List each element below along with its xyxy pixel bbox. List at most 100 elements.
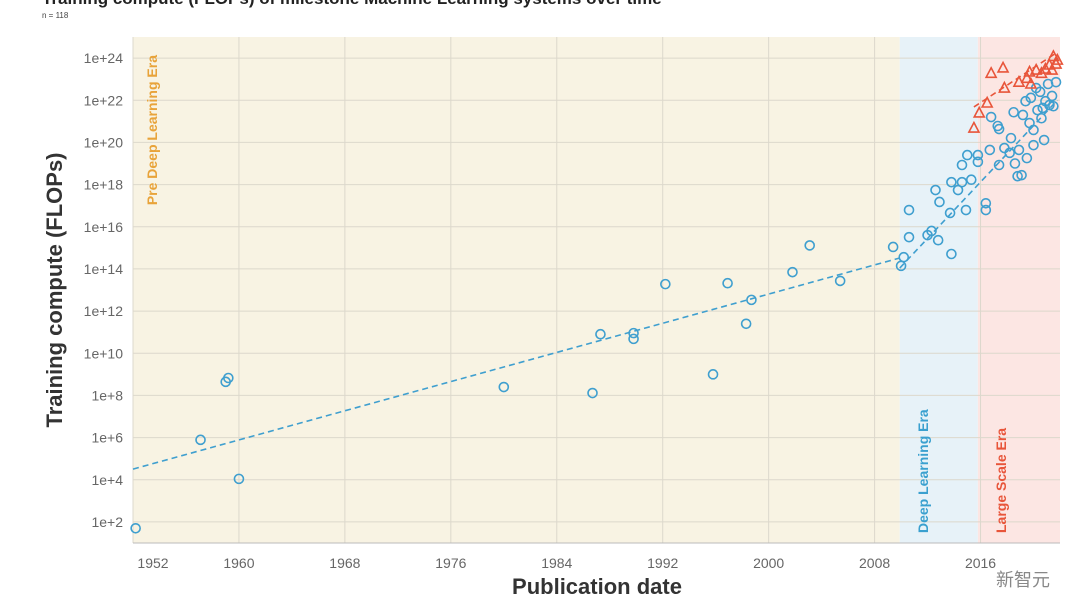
data-point (1047, 49, 1060, 62)
data-point (998, 80, 1011, 93)
data-point (1025, 92, 1037, 104)
data-point (628, 333, 639, 345)
x-axis-label: Publication date (512, 574, 682, 597)
data-point (746, 294, 757, 306)
data-point (984, 66, 998, 79)
x-tick-label: 2008 (859, 555, 890, 571)
data-point (498, 381, 510, 393)
data-point (993, 159, 1005, 171)
data-point (707, 369, 719, 380)
x-tick-label: 1968 (329, 555, 360, 571)
data-point (898, 251, 910, 263)
data-point (1037, 102, 1049, 114)
y-tick-label: 1e+10 (84, 345, 124, 361)
data-point (1038, 134, 1050, 146)
y-tick-label: 1e+6 (91, 430, 123, 446)
data-point (1050, 76, 1062, 88)
data-point (1020, 95, 1031, 107)
data-point (980, 197, 992, 209)
data-point (956, 159, 968, 171)
data-point (787, 266, 798, 278)
x-tick-label: 2000 (753, 555, 784, 571)
y-tick-label: 1e+20 (84, 134, 124, 150)
data-point (903, 204, 915, 216)
data-point (1034, 86, 1046, 98)
data-point (223, 372, 234, 384)
data-point (1028, 139, 1039, 151)
y-tick-label: 1e+8 (91, 387, 123, 403)
era-labels: Pre Deep Learning Era Deep Learning Era La… (144, 55, 1009, 533)
data-point (1020, 71, 1034, 84)
data-point (996, 60, 1010, 73)
data-point (1032, 104, 1043, 116)
data-point (722, 277, 733, 289)
data-point (993, 123, 1005, 135)
data-point (628, 327, 639, 339)
y-tick-label: 1e+4 (91, 472, 123, 488)
data-point (195, 434, 206, 446)
data-point (972, 105, 986, 118)
chart-title: Training compute (FLOPs) of milestone Ma… (42, 0, 662, 8)
data-point (972, 156, 984, 168)
y-tick-label: 1e+2 (91, 514, 123, 530)
data-point (944, 207, 956, 219)
x-tick-label: 1960 (223, 555, 254, 571)
data-point (980, 95, 994, 108)
data-point (1029, 62, 1043, 75)
era-region (133, 37, 900, 543)
data-point (1028, 124, 1039, 136)
data-point (961, 149, 973, 161)
data-point (887, 241, 899, 253)
data-point (804, 240, 816, 251)
era-region (899, 37, 978, 543)
era-label: Large Scale Era (993, 428, 1009, 533)
data-point (967, 120, 981, 133)
data-point (1021, 152, 1033, 164)
data-point (1013, 144, 1025, 156)
x-tick-label: 2016 (965, 555, 996, 571)
trend-line (899, 99, 1058, 269)
data-point (946, 176, 957, 188)
data-point (1005, 132, 1017, 144)
data-point (1048, 100, 1059, 112)
data-point (960, 204, 972, 216)
data-point (903, 231, 915, 243)
y-tick-label: 1e+12 (84, 303, 124, 319)
data-point (1008, 106, 1019, 118)
y-tick-label: 1e+18 (84, 177, 124, 193)
y-tick-label: 1e+22 (84, 92, 124, 108)
data-point (932, 234, 944, 246)
x-tick-label: 1984 (541, 555, 572, 571)
data-point (233, 473, 245, 485)
data-point (965, 174, 977, 186)
x-tick-label: 1976 (435, 555, 466, 571)
data-point (1046, 90, 1058, 102)
data-point (1036, 112, 1047, 124)
data-point (660, 278, 671, 290)
era-label: Pre Deep Learning Era (144, 55, 160, 205)
data-point (985, 111, 997, 123)
data-point (972, 149, 984, 161)
data-point (946, 248, 957, 260)
data-point (740, 318, 752, 330)
data-point (1004, 147, 1015, 159)
era-regions (133, 37, 1060, 543)
trend-line (132, 257, 900, 470)
data-point (926, 225, 937, 237)
data-point (587, 387, 598, 399)
y-tick-label: 1e+16 (84, 219, 124, 235)
data-point (984, 144, 996, 156)
data-point (930, 184, 941, 196)
data-point (834, 275, 846, 287)
era-label: Deep Learning Era (915, 409, 931, 533)
data-point (595, 328, 606, 340)
data-point (1017, 109, 1029, 121)
data-point (956, 176, 968, 188)
x-tick-label: 1992 (647, 555, 678, 571)
data-point (1051, 52, 1064, 65)
y-axis-label: Training compute (FLOPs) (42, 152, 67, 427)
data-point (1024, 76, 1038, 89)
y-tick-label: 1e+24 (84, 50, 124, 66)
